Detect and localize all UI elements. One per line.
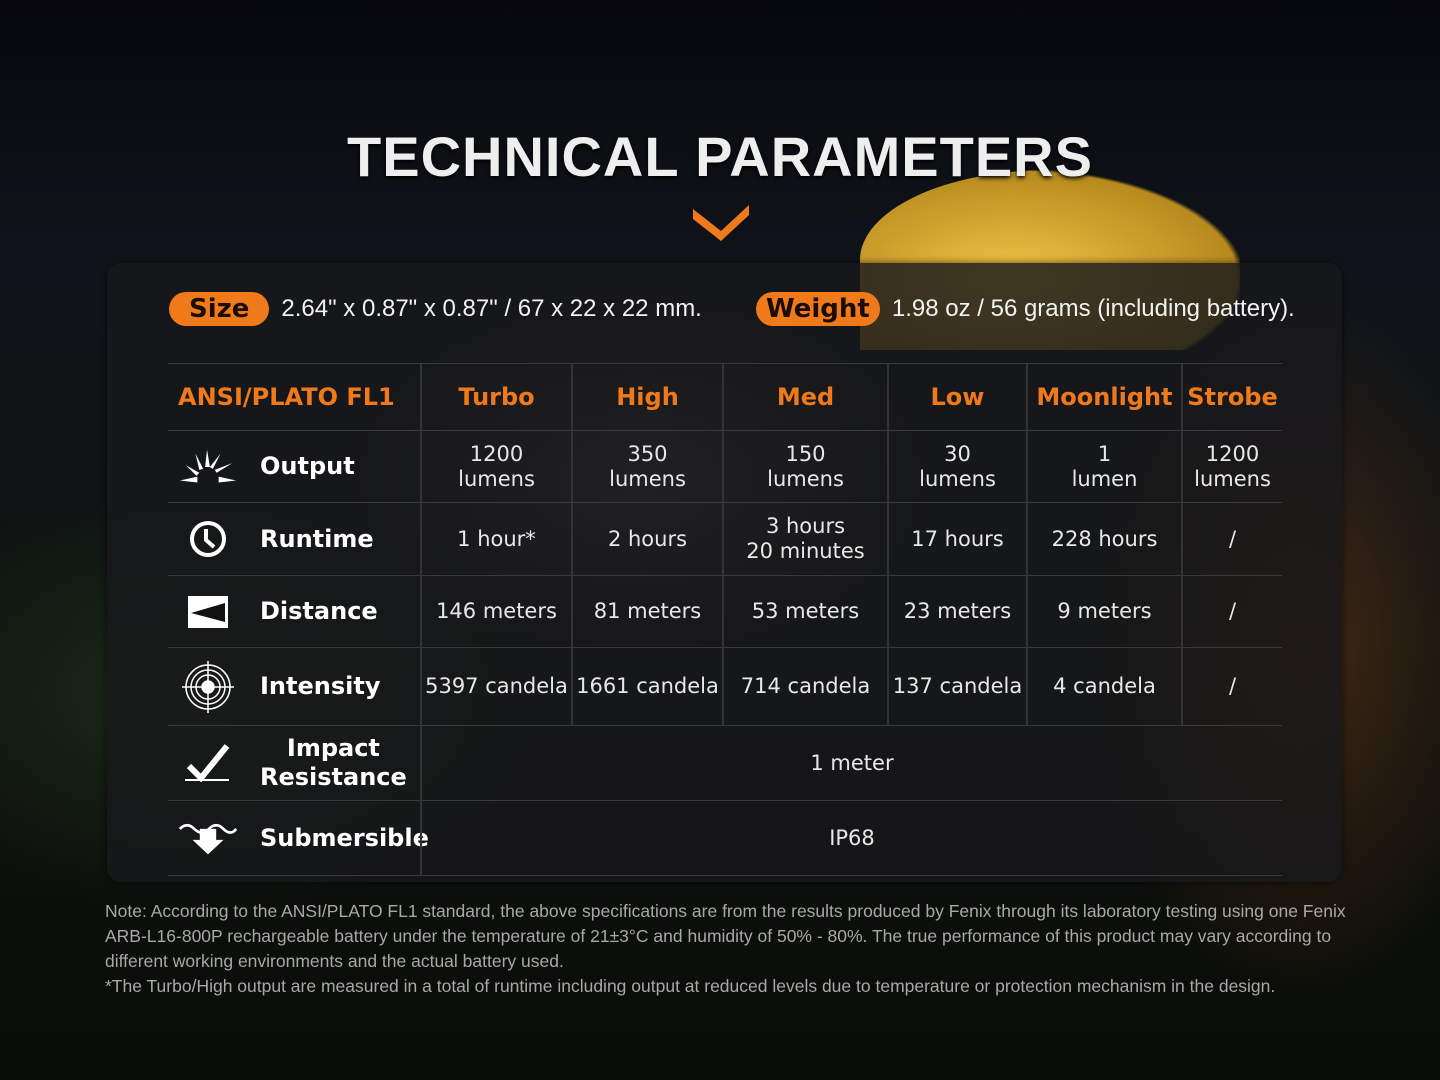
weight-value: 1.98 oz / 56 grams (including battery).	[891, 295, 1295, 322]
column-header: Moonlight	[1026, 364, 1181, 431]
table-cell-text: 4 candela	[1053, 674, 1156, 698]
table-cell: 81 meters	[571, 576, 722, 648]
table-cell-text: 2 hours	[607, 526, 688, 551]
beam-distance-icon	[178, 594, 238, 630]
table-cell-text: 1200 lumens	[1194, 441, 1271, 491]
table-cell: 150 lumens	[722, 431, 887, 503]
row-label: Runtime	[260, 524, 374, 553]
clock-icon	[178, 519, 238, 559]
column-header: Med	[722, 364, 887, 431]
impact-check-icon	[178, 744, 238, 782]
size-badge: Size	[169, 292, 270, 326]
table-cell: /	[1181, 648, 1282, 726]
column-header: High	[571, 364, 722, 431]
table-cell: 1200 lumens	[420, 431, 571, 503]
table-cell: /	[1181, 576, 1282, 648]
row-impact-resistance: Impact Resistance	[168, 726, 420, 801]
table-cell-text: /	[1228, 674, 1237, 698]
row-label: Submersible	[260, 823, 429, 852]
table-cell: 1200 lumens	[1181, 431, 1282, 503]
table-cell-text: 3 hours 20 minutes	[746, 514, 865, 563]
chevron-down-icon	[693, 205, 749, 241]
table-cell: 146 meters	[420, 576, 571, 648]
table-cell-text: 1 hour*	[457, 526, 536, 551]
column-header-text: High	[616, 382, 679, 411]
row-intensity: Intensity	[168, 648, 420, 726]
column-header-text: Med	[776, 382, 835, 411]
note-text: Note: According to the ANSI/PLATO FL1 st…	[105, 901, 1346, 971]
row-runtime: Runtime	[168, 503, 420, 576]
column-header-text: ANSI/PLATO FL1	[178, 382, 395, 411]
table-cell-text: 81 meters	[593, 599, 702, 623]
table-cell: 1 hour*	[420, 503, 571, 576]
table-cell-text: 5397 candela	[425, 674, 568, 698]
size-line: Size 2.64" x 0.87" x 0.87" / 67 x 22 x 2…	[169, 292, 702, 326]
table-cell-text: 350 lumens	[609, 441, 686, 491]
row-output: Output	[168, 431, 420, 503]
impact-value: 1 meter	[420, 726, 1282, 801]
table-cell: 137 candela	[887, 648, 1026, 726]
spec-panel	[107, 263, 1342, 882]
table-cell: /	[1181, 503, 1282, 576]
table-cell: 228 hours	[1026, 503, 1181, 576]
column-header: Low	[887, 364, 1026, 431]
row-submersible: Submersible	[168, 801, 429, 876]
table-cell-text: 53 meters	[751, 599, 860, 623]
submersible-value-text: IP68	[829, 825, 875, 850]
column-header-text: Turbo	[458, 382, 535, 411]
table-cell: 1661 candela	[571, 648, 722, 726]
weight-line: Weight 1.98 oz / 56 grams (including bat…	[756, 292, 1295, 326]
row-label: Distance	[260, 597, 378, 625]
spec-table: ANSI/PLATO FL1 Turbo High Med Low Moonlight St…	[168, 363, 1282, 876]
table-cell-text: 23 meters	[903, 599, 1012, 623]
sunburst-icon	[178, 449, 238, 485]
submersible-value: IP68	[420, 801, 1282, 876]
table-cell-text: 714 candela	[740, 674, 871, 698]
size-value: 2.64" x 0.87" x 0.87" / 67 x 22 x 22 mm.	[281, 295, 702, 322]
table-cell: 30 lumens	[887, 431, 1026, 503]
table-cell-text: 228 hours	[1051, 526, 1158, 551]
table-cell: 2 hours	[571, 503, 722, 576]
table-cell: 9 meters	[1026, 576, 1181, 648]
table-cell-text: 1 lumen	[1071, 441, 1138, 491]
column-header-text: Strobe	[1187, 382, 1278, 411]
weight-badge: Weight	[756, 292, 880, 326]
table-cell: 4 candela	[1026, 648, 1181, 726]
table-cell: 3 hours 20 minutes	[722, 503, 887, 576]
column-header: Turbo	[420, 364, 571, 431]
table-cell-text: 1661 candela	[576, 674, 719, 698]
table-cell: 23 meters	[887, 576, 1026, 648]
table-cell-text: 146 meters	[436, 599, 557, 623]
impact-value-text: 1 meter	[810, 750, 894, 775]
table-cell-text: /	[1228, 526, 1237, 551]
row-distance: Distance	[168, 576, 420, 648]
column-header: Strobe	[1181, 364, 1282, 431]
row-label: Intensity	[260, 672, 381, 700]
table-cell-text: /	[1228, 599, 1237, 623]
column-header: ANSI/PLATO FL1	[168, 364, 420, 431]
table-cell-text: 137 candela	[892, 674, 1023, 698]
table-cell-text: 9 meters	[1057, 599, 1152, 623]
table-cell-text: 1200 lumens	[458, 441, 535, 491]
row-label: Output	[260, 452, 355, 480]
table-cell-text: 30 lumens	[919, 441, 996, 491]
turbo-note-text: *The Turbo/High output are measured in a…	[105, 976, 1276, 996]
table-cell-text: 150 lumens	[767, 441, 844, 491]
table-cell: 17 hours	[887, 503, 1026, 576]
page-title: TECHNICAL PARAMETERS	[347, 125, 1093, 188]
table-cell-text: 17 hours	[911, 526, 1004, 551]
table-cell: 5397 candela	[420, 648, 571, 726]
table-cell: 714 candela	[722, 648, 887, 726]
table-cell: 1 lumen	[1026, 431, 1181, 503]
table-cell: 350 lumens	[571, 431, 722, 503]
target-icon	[178, 660, 238, 713]
column-header-text: Moonlight	[1036, 382, 1173, 411]
column-header-text: Low	[930, 382, 985, 411]
footnote: Note: According to the ANSI/PLATO FL1 st…	[105, 899, 1365, 999]
row-label: Impact Resistance	[260, 734, 407, 791]
table-cell: 53 meters	[722, 576, 887, 648]
water-arrow-icon	[178, 820, 238, 856]
